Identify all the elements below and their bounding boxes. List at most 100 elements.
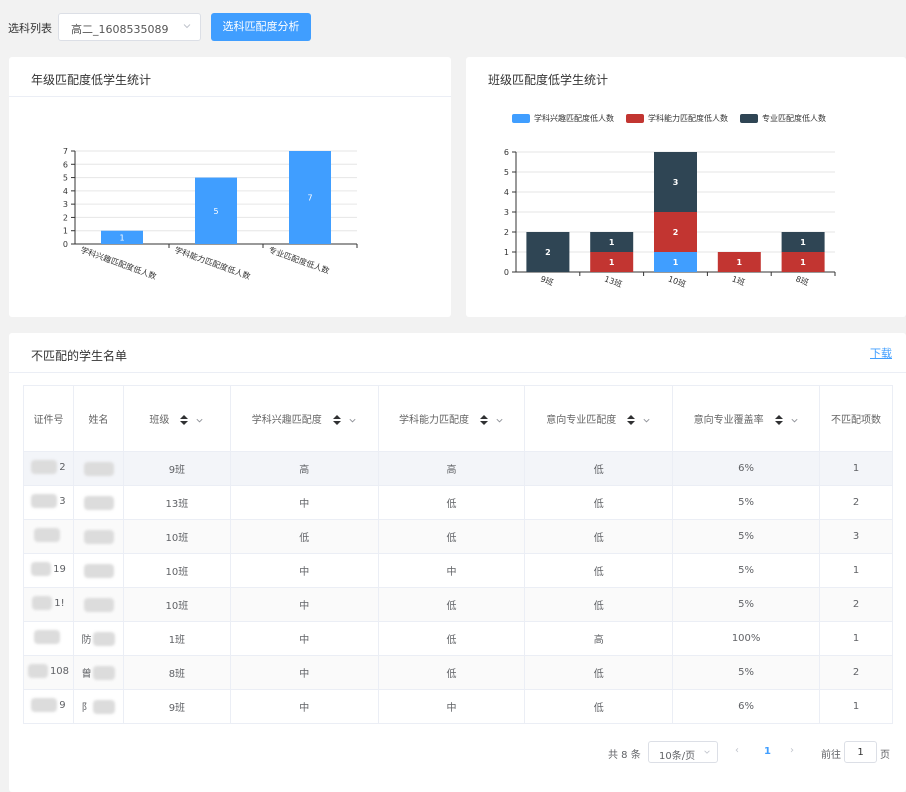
stacked-bar-segment [717,252,761,272]
stacked-bar-segment [590,252,634,272]
student-list-title: 不匹配的学生名单 [31,349,128,363]
bar-value-label: 1 [119,233,124,242]
sort-icon[interactable] [774,414,784,426]
column-header[interactable]: 学科兴趣匹配度 [229,385,379,452]
cell-major: 高 [524,621,674,656]
y-tick-label: 0 [63,240,68,249]
sort-icon[interactable] [479,414,489,426]
legend-swatch [626,114,644,123]
filter-chevron-icon[interactable] [495,416,504,425]
table-row[interactable]: 防 1班中低高 100% 1 [23,621,893,656]
column-header[interactable]: 学科能力匹配度 [377,385,526,452]
goto-label: 前往 [821,750,841,761]
legend-item[interactable]: 学科兴趣匹配度低人数 [512,113,614,124]
download-link[interactable]: 下载 [870,347,892,360]
bar-value-label: 1 [609,258,615,267]
goto-page-input[interactable]: 1 [844,741,877,763]
page-size-select[interactable]: 10条/页 [648,741,718,763]
cell-count: 3 [819,519,893,554]
filter-chevron-icon[interactable] [348,416,357,425]
chart-legend: 学科兴趣匹配度低人数 学科能力匹配度低人数 专业匹配度低人数 [512,113,826,124]
prev-page-icon[interactable]: ‹ [735,745,739,756]
column-header: 不匹配项数 [819,385,893,452]
name-cell: 阝 [72,689,124,724]
cell-coverage: 5% [672,485,821,520]
bar-value-label: 1 [673,258,679,267]
cell-interest: 中 [229,485,379,520]
table-row[interactable]: 10班低低低 5% 3 [23,519,893,554]
y-tick-label: 3 [63,200,68,209]
table-row[interactable]: 1! 10班中低低 5% 2 [23,587,893,622]
bar-value-label: 1 [609,238,615,247]
cell-coverage: 6% [672,451,821,486]
cell-ability: 高 [377,451,526,486]
course-list-select[interactable]: 高二_1608535089 [58,13,201,41]
redacted-block [34,630,61,644]
bar [195,177,237,244]
cell-ability: 低 [377,485,526,520]
cell-ability: 低 [377,519,526,554]
cell-major: 低 [524,451,674,486]
cell-interest: 中 [229,655,379,690]
cell-class: 10班 [122,553,231,588]
column-header[interactable]: 意向专业匹配度 [524,385,674,452]
cell-ability: 低 [377,655,526,690]
table-row[interactable]: 108 曾 8班中低低 5% 2 [23,655,893,690]
table-body: 2 9班高高低 6% 1 3 13班中低低 5% 2 10班低低低 5% 3 19 10班中中低 5% 1 1… [23,451,893,724]
column-header-label: 意向专业覆盖率 [693,415,764,426]
redacted-block [84,530,115,544]
sort-icon[interactable] [332,414,342,426]
column-header-label: 学科能力匹配度 [399,415,469,426]
legend-label: 学科能力匹配度低人数 [648,114,728,123]
course-list-select-value: 高二_1608535089 [71,23,169,36]
id-visible-text: 2 [59,461,66,473]
name-cell [72,451,124,486]
cell-interest: 中 [229,587,379,622]
column-header-label: 姓名 [88,415,109,426]
column-header[interactable]: 班级 [122,385,231,452]
cell-ability: 中 [377,553,526,588]
page-unit-label: 页 [880,750,890,761]
divider [9,372,906,373]
next-page-icon[interactable]: › [790,745,794,756]
bar [289,151,331,244]
redacted-block [27,664,48,678]
cell-count: 2 [819,587,893,622]
filter-chevron-icon[interactable] [195,416,204,425]
cell-major: 低 [524,553,674,588]
cell-coverage: 6% [672,689,821,724]
legend-item[interactable]: 专业匹配度低人数 [740,113,826,124]
y-tick-label: 2 [504,228,509,237]
y-tick-label: 5 [63,174,68,183]
x-tick-label: 8班 [794,273,810,287]
name-visible-text: 防 [81,635,92,646]
legend-item[interactable]: 学科能力匹配度低人数 [626,113,728,124]
cell-count: 1 [819,689,893,724]
cell-major: 低 [524,519,674,554]
cell-major: 低 [524,689,674,724]
cell-count: 2 [819,655,893,690]
table-row[interactable]: 2 9班高高低 6% 1 [23,451,893,486]
table-row[interactable]: 19 10班中中低 5% 1 [23,553,893,588]
redacted-block [84,496,115,510]
cell-class: 9班 [122,451,231,486]
table-row[interactable]: 3 13班中低低 5% 2 [23,485,893,520]
page-number[interactable]: 1 [764,746,771,757]
x-tick-label: 1班 [731,273,747,287]
filter-chevron-icon[interactable] [790,416,799,425]
analyze-button[interactable]: 选科匹配度分析 [211,13,311,41]
stacked-bar-segment [654,252,697,272]
sort-icon[interactable] [626,414,636,426]
table-row[interactable]: 9 阝 9班中中低 6% 1 [23,689,893,724]
column-header-label: 班级 [149,415,170,426]
column-header[interactable]: 意向专业覆盖率 [672,385,821,452]
stacked-bar-segment [781,252,825,272]
y-tick-label: 1 [504,248,509,257]
grade-chart: 0 1 2 3 4 5 6 7 1 学科兴趣匹配度低人数 5 学科能力匹配度低人数 7 专业匹配度低人数 [63,147,358,281]
sort-icon[interactable] [179,414,189,426]
redacted-block [31,698,58,712]
column-header-label: 学科兴趣匹配度 [251,415,322,426]
filter-chevron-icon[interactable] [642,416,651,425]
legend-swatch [740,114,758,123]
page-size-value: 10条/页 [659,751,696,762]
